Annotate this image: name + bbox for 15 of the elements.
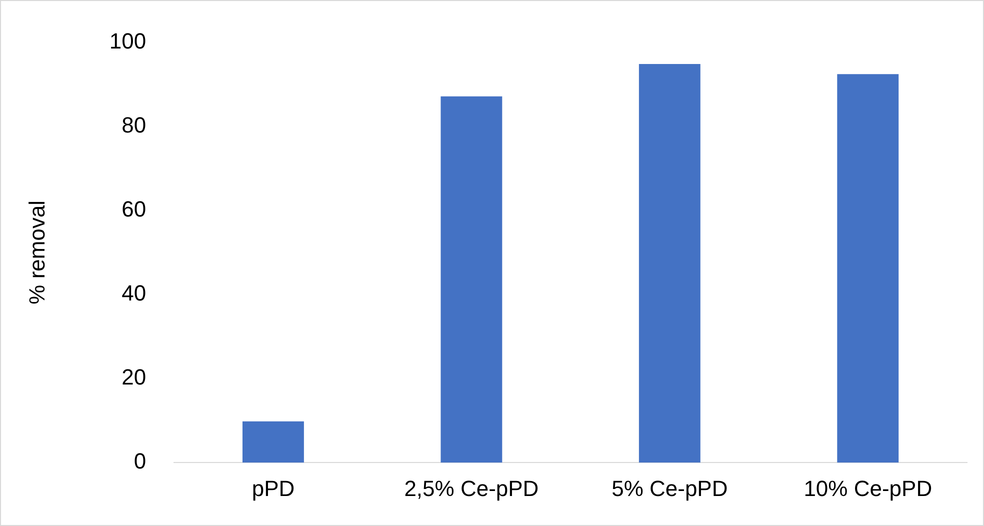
bar <box>440 96 502 463</box>
bar <box>837 74 899 463</box>
bar <box>242 421 304 463</box>
y-tick-label: 0 <box>134 448 146 474</box>
y-tick-label: 100 <box>109 28 146 54</box>
y-axis-title: % removal <box>24 200 50 304</box>
y-tick-label: 80 <box>122 112 146 138</box>
y-tick-label: 20 <box>122 364 146 390</box>
y-tick-label: 60 <box>122 196 146 222</box>
x-tick-label: 2,5% Ce-pPD <box>404 476 539 501</box>
x-tick-label: pPD <box>252 476 295 501</box>
bar <box>638 64 700 463</box>
y-tick-label: 40 <box>122 280 146 306</box>
x-tick-label: 5% Ce-pPD <box>612 476 728 501</box>
x-tick-label: 10% Ce-pPD <box>804 476 932 501</box>
